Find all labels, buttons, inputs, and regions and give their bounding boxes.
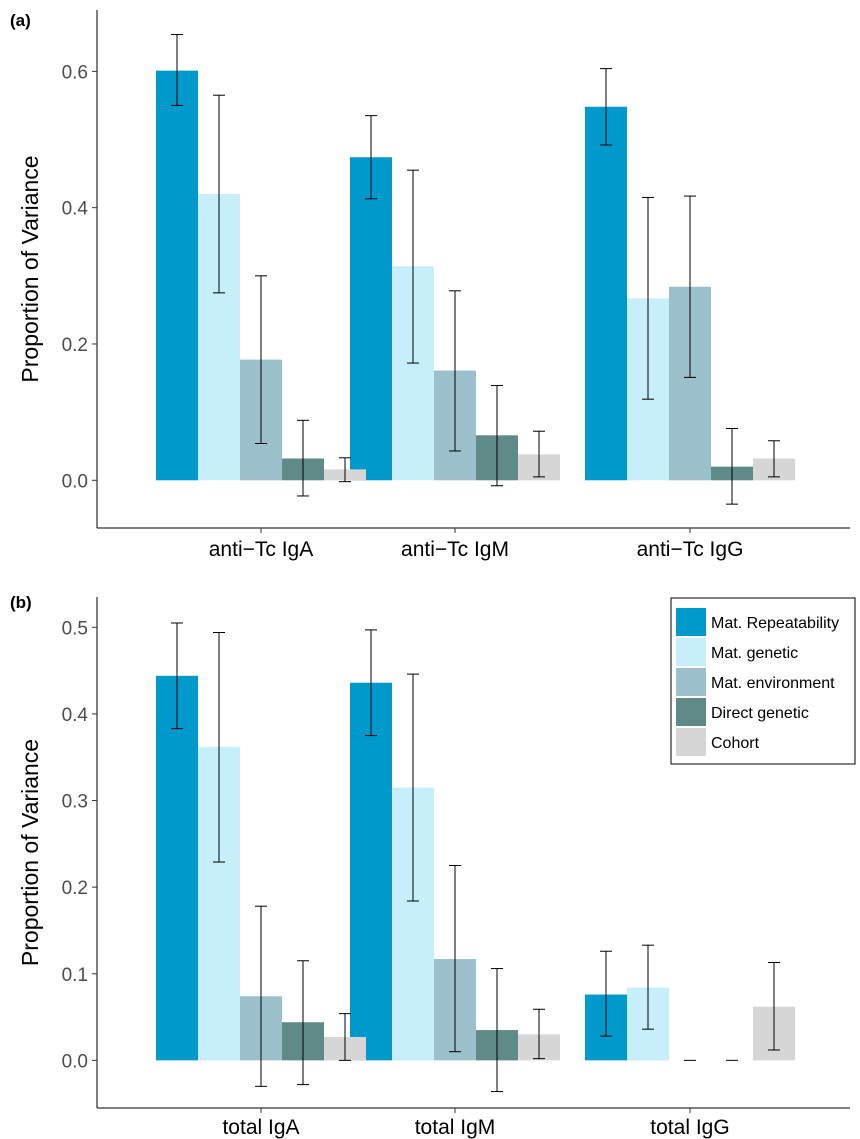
- y-tick-label: 0.4: [62, 199, 89, 220]
- x-tick-label: anti−Tc IgM: [401, 538, 509, 561]
- legend-entry: Mat. genetic: [711, 645, 798, 662]
- legend-entry: Direct genetic: [711, 705, 809, 722]
- legend-entry: Mat. Repeatability: [711, 615, 839, 632]
- legend-swatch: [676, 698, 706, 726]
- y-tick-label: 0.6: [62, 62, 88, 83]
- legend-swatch: [676, 608, 706, 636]
- chart-panel-1: (a) 0.0 0.2 0.4 0.6 Proportion of Variance ant…: [10, 10, 850, 561]
- y-tick-label: 0.2: [62, 878, 88, 899]
- y-tick-label: 0.2: [62, 335, 88, 356]
- panel-label: (b): [10, 593, 32, 612]
- legend: Mat. Repeatability Mat. genetic Mat. envir…: [670, 597, 856, 765]
- x-tick-label: total IgA: [222, 1116, 299, 1139]
- y-tick-label: 0.4: [62, 705, 89, 726]
- y-tick-label: 0.5: [62, 618, 88, 639]
- chart-panel-2: (b) 0.0 0.1 0.2 0.3 0.4 0.5 Proportion of Varia…: [10, 593, 856, 1139]
- bar-0-0: [156, 70, 198, 481]
- x-tick-label: anti−Tc IgA: [209, 538, 313, 561]
- y-tick-label: 0.0: [62, 471, 88, 492]
- legend-entry: Mat. environment: [711, 675, 835, 692]
- bar-0-2: [585, 106, 627, 481]
- y-tick-label: 0.1: [62, 965, 88, 986]
- legend-swatch: [676, 638, 706, 666]
- x-tick-label: total IgG: [650, 1116, 729, 1139]
- bar-0-1: [350, 157, 392, 481]
- legend-swatch: [676, 668, 706, 696]
- y-axis-label: Proportion of Variance: [17, 155, 43, 382]
- legend-entry: Cohort: [711, 735, 760, 752]
- bar-0-1: [350, 682, 392, 1061]
- x-tick-label: total IgM: [415, 1116, 496, 1139]
- x-tick-label: anti−Tc IgG: [637, 538, 744, 561]
- y-tick-label: 0.0: [62, 1051, 88, 1072]
- y-axis-label: Proportion of Variance: [17, 739, 43, 966]
- y-tick-label: 0.3: [62, 792, 88, 813]
- panel-label: (a): [10, 11, 31, 30]
- legend-swatch: [676, 728, 706, 756]
- bar-0-0: [156, 675, 198, 1061]
